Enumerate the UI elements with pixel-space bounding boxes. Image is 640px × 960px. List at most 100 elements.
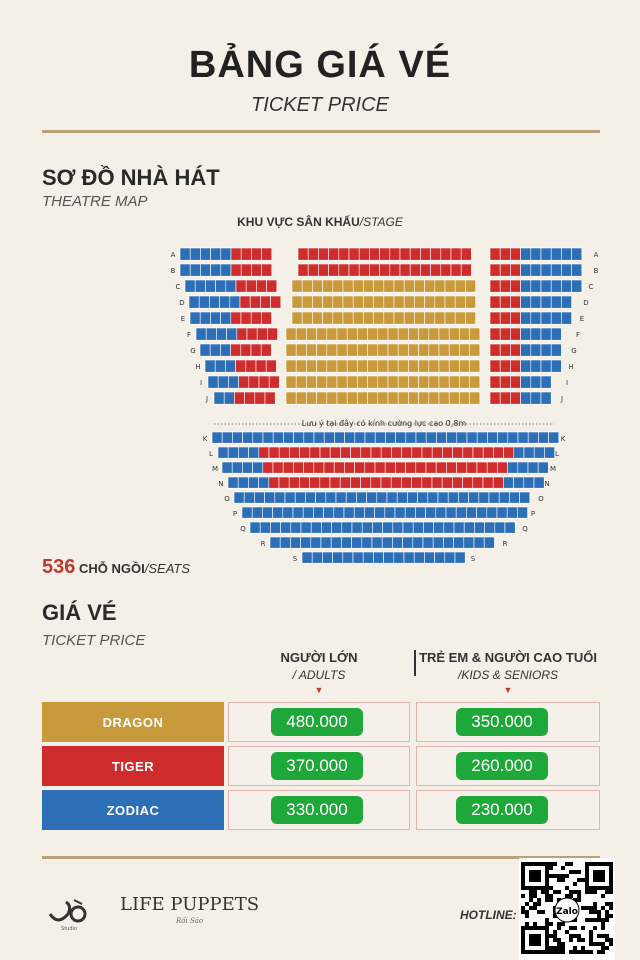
seat bbox=[513, 476, 525, 489]
seat bbox=[240, 247, 252, 261]
qr-module bbox=[585, 890, 589, 894]
qr-module bbox=[557, 922, 561, 926]
seat bbox=[274, 491, 286, 504]
seat bbox=[269, 536, 281, 549]
qr-module bbox=[601, 926, 605, 930]
qr-module bbox=[605, 934, 609, 938]
seat bbox=[494, 521, 506, 534]
seat bbox=[433, 521, 445, 534]
seat bbox=[510, 295, 521, 309]
qr-module bbox=[581, 946, 585, 950]
seat bbox=[454, 551, 466, 564]
seat bbox=[468, 491, 480, 504]
seat bbox=[520, 375, 532, 389]
seat bbox=[510, 279, 521, 293]
seat bbox=[476, 461, 488, 474]
triangle-down-icon: ▼ bbox=[314, 685, 324, 695]
seat bbox=[237, 476, 249, 489]
seat bbox=[189, 311, 201, 325]
seat bbox=[350, 446, 362, 459]
seat bbox=[217, 375, 229, 389]
qr-module bbox=[601, 922, 605, 926]
row-label: N bbox=[218, 480, 223, 488]
seat bbox=[448, 343, 460, 357]
seat bbox=[425, 461, 437, 474]
qr-module bbox=[569, 890, 573, 894]
seat bbox=[373, 295, 385, 309]
seat bbox=[374, 506, 386, 519]
seat bbox=[278, 476, 290, 489]
seat bbox=[472, 446, 484, 459]
seat bbox=[188, 295, 200, 309]
seat bbox=[289, 446, 300, 459]
seat bbox=[309, 476, 321, 489]
seat bbox=[456, 461, 468, 474]
seat bbox=[262, 461, 274, 474]
seat bbox=[267, 327, 278, 341]
seat bbox=[489, 327, 501, 341]
seat bbox=[179, 263, 191, 277]
qr-module bbox=[557, 926, 561, 930]
seat bbox=[445, 506, 457, 519]
seat bbox=[373, 311, 385, 325]
qr-module bbox=[573, 934, 577, 938]
qr-module bbox=[565, 894, 569, 898]
seat bbox=[417, 491, 429, 504]
qr-module bbox=[581, 950, 585, 954]
seat bbox=[403, 295, 415, 309]
seat bbox=[198, 295, 210, 309]
seat bbox=[282, 506, 294, 519]
seat bbox=[301, 295, 313, 309]
seat bbox=[454, 279, 466, 293]
qr-module bbox=[577, 870, 581, 874]
zalo-qr-code[interactable]: Zalo bbox=[519, 858, 615, 960]
qr-module bbox=[561, 942, 565, 946]
qr-module bbox=[553, 890, 557, 894]
seat bbox=[302, 506, 314, 519]
qr-module bbox=[557, 938, 561, 942]
qr-module bbox=[553, 914, 557, 918]
seat bbox=[489, 343, 501, 357]
qr-module bbox=[597, 934, 601, 938]
seat bbox=[367, 391, 379, 405]
qr-module bbox=[541, 890, 545, 894]
qr-module bbox=[549, 950, 553, 954]
price-zodiac-adult: 330.000 bbox=[271, 796, 363, 824]
seat bbox=[362, 551, 374, 564]
seat bbox=[399, 263, 411, 277]
seat bbox=[444, 295, 456, 309]
seat bbox=[533, 446, 545, 459]
qr-module bbox=[593, 906, 597, 910]
seat bbox=[397, 391, 409, 405]
qr-module bbox=[609, 906, 613, 910]
seat bbox=[434, 551, 446, 564]
seat bbox=[448, 327, 460, 341]
row-label: M bbox=[212, 465, 218, 473]
seat bbox=[373, 551, 384, 564]
seat bbox=[443, 521, 455, 534]
qr-module bbox=[569, 950, 573, 954]
seat bbox=[301, 279, 313, 293]
seat bbox=[469, 343, 481, 357]
seat bbox=[220, 263, 232, 277]
seat bbox=[344, 431, 356, 444]
qr-module bbox=[577, 894, 581, 898]
qr-module bbox=[565, 886, 569, 890]
seat bbox=[285, 343, 297, 357]
seat bbox=[316, 359, 328, 373]
seat bbox=[272, 506, 284, 519]
seat bbox=[270, 521, 281, 534]
row-label: E bbox=[580, 315, 584, 323]
seat bbox=[348, 247, 360, 261]
seat bbox=[384, 506, 396, 519]
seat bbox=[266, 279, 278, 293]
qr-module bbox=[597, 918, 601, 922]
seat bbox=[221, 431, 233, 444]
seat bbox=[299, 446, 311, 459]
seat bbox=[414, 279, 425, 293]
seat bbox=[510, 391, 521, 405]
map-section-title: SƠ ĐỒ NHÀ HÁT bbox=[42, 165, 220, 190]
seat bbox=[363, 295, 374, 309]
seat bbox=[550, 295, 562, 309]
qr-module bbox=[533, 902, 537, 906]
